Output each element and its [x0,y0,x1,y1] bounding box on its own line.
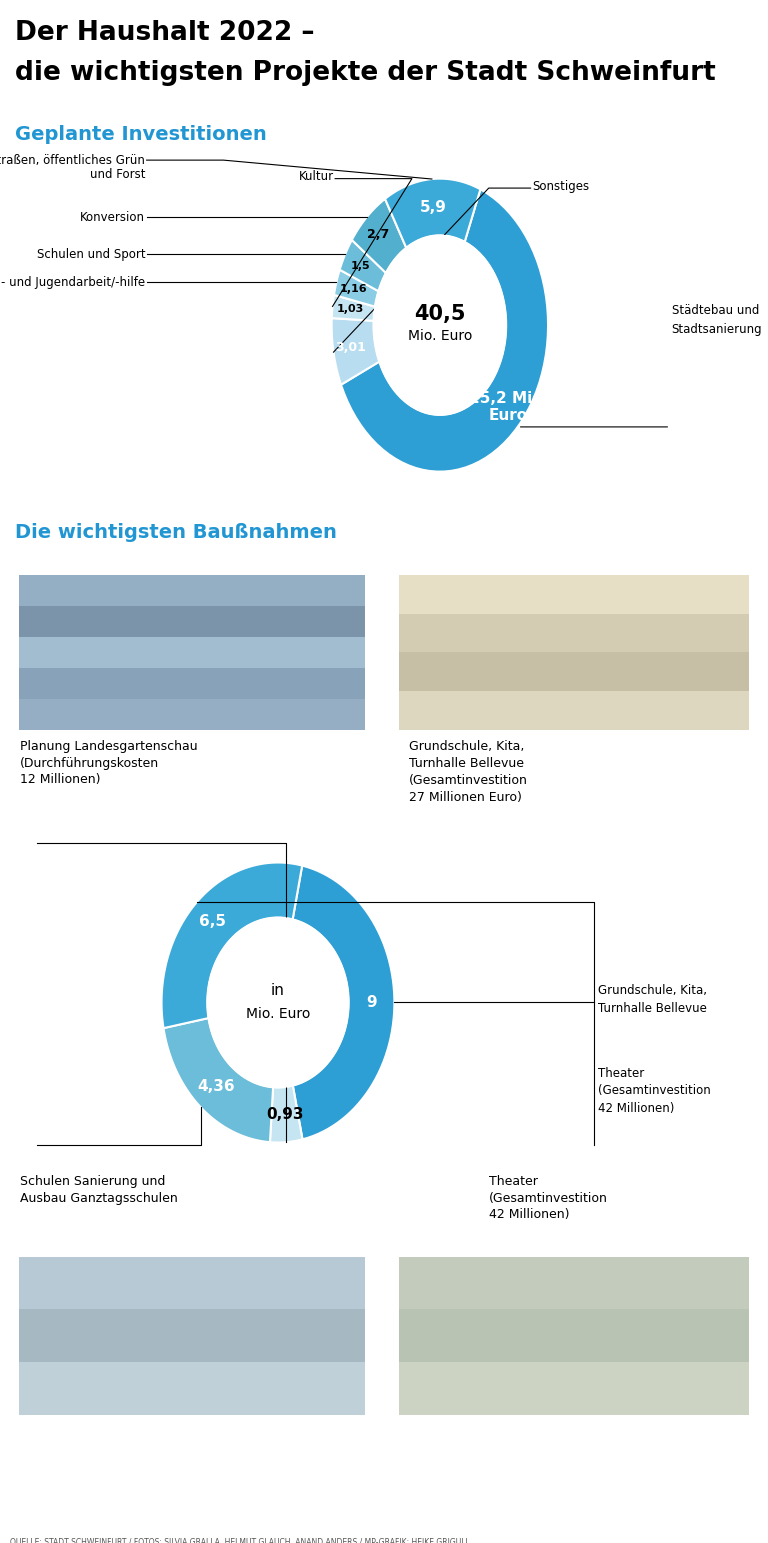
Text: 1,03: 1,03 [336,304,363,315]
Text: Mio. Euro: Mio. Euro [408,330,472,344]
Bar [19,1362,365,1415]
Text: Ausbau Ganztagsschulen: Ausbau Ganztagsschulen [20,1193,177,1205]
Bar [399,576,749,614]
Text: 6,5: 6,5 [199,915,226,929]
Text: 40,5: 40,5 [414,304,465,324]
Bar [399,653,749,691]
Polygon shape [332,318,379,384]
Text: Geplante Investitionen: Geplante Investitionen [15,125,266,143]
Text: Theater: Theater [489,1176,538,1188]
Polygon shape [293,866,395,1139]
Text: 0,93: 0,93 [266,1108,303,1122]
Text: 2,7: 2,7 [367,228,389,241]
Bar [19,699,365,730]
Bar [399,1256,749,1310]
Text: Theater: Theater [598,1068,644,1080]
Polygon shape [334,270,379,307]
Bar [19,606,365,637]
Bar [19,668,365,699]
Text: QUELLE: STADT SCHWEINFURT / FOTOS: SILVIA GRALLA, HELMUT GLAUCH, ANAND ANDERS / : QUELLE: STADT SCHWEINFURT / FOTOS: SILVI… [10,1538,470,1543]
Text: 42 Millionen): 42 Millionen) [598,1102,674,1116]
Text: 1,5: 1,5 [350,261,370,270]
Text: Straßen, öffentliches Grün: Straßen, öffentliches Grün [0,154,145,167]
Text: Planung Landesgartenschau: Planung Landesgartenschau [20,741,197,753]
Text: die wichtigsten Projekte der Stadt Schweinfurt: die wichtigsten Projekte der Stadt Schwe… [15,60,716,86]
Bar [19,576,365,606]
Text: Kultur: Kultur [299,170,334,184]
Text: Grundschule, Kita,: Grundschule, Kita, [409,741,525,753]
Polygon shape [339,241,386,292]
Text: Mio. Euro: Mio. Euro [246,1008,310,1021]
Text: (Gesamtinvestition: (Gesamtinvestition [409,775,528,787]
Text: Turnhalle Bellevue: Turnhalle Bellevue [598,1003,707,1015]
Text: 27 Millionen Euro): 27 Millionen Euro) [409,792,522,804]
Text: (Gesamtinvestition: (Gesamtinvestition [598,1085,711,1097]
Polygon shape [352,199,406,273]
Text: 5,9: 5,9 [420,199,447,214]
Polygon shape [270,1086,303,1142]
Text: Grundschule, Kita,: Grundschule, Kita, [598,984,707,997]
Text: Der Haushalt 2022 –: Der Haushalt 2022 – [15,20,315,46]
Text: Turnhalle Bellevue: Turnhalle Bellevue [409,758,524,770]
Polygon shape [341,190,548,472]
Polygon shape [161,863,302,1028]
Text: (Durchführungskosten: (Durchführungskosten [20,758,159,770]
Text: und Forst: und Forst [90,168,145,181]
Text: Stadtsanierung: Stadtsanierung [672,324,763,336]
Polygon shape [332,295,375,321]
Bar [19,1256,365,1310]
Text: 1,16: 1,16 [339,284,367,295]
Bar [399,1310,749,1362]
Text: 12 Millionen): 12 Millionen) [20,773,100,785]
Polygon shape [385,179,481,248]
Text: 4,36: 4,36 [197,1079,234,1094]
Text: 3,01: 3,01 [335,341,366,355]
Bar [399,691,749,730]
Text: 42 Millionen): 42 Millionen) [489,1208,570,1221]
Text: 9: 9 [366,995,377,1009]
Text: Die wichtigsten Baußnahmen: Die wichtigsten Baußnahmen [15,523,337,542]
Text: 25,2 Mio.
Euro: 25,2 Mio. Euro [468,390,548,423]
Text: Sonstiges: Sonstiges [532,179,589,193]
Bar [19,1310,365,1362]
Polygon shape [164,1018,273,1142]
Text: Städtebau und: Städtebau und [672,304,759,318]
Bar [399,1362,749,1415]
Text: Schulen und Sport: Schulen und Sport [37,248,145,261]
Bar [399,614,749,653]
Text: Kinder - und Jugendarbeit/-hilfe: Kinder - und Jugendarbeit/-hilfe [0,276,145,289]
Text: in: in [271,983,285,998]
Circle shape [373,236,506,415]
Bar [19,637,365,668]
Circle shape [207,918,349,1088]
Text: (Gesamtinvestition: (Gesamtinvestition [489,1193,608,1205]
Text: Schulen Sanierung und: Schulen Sanierung und [20,1176,165,1188]
Text: Konversion: Konversion [80,210,145,224]
